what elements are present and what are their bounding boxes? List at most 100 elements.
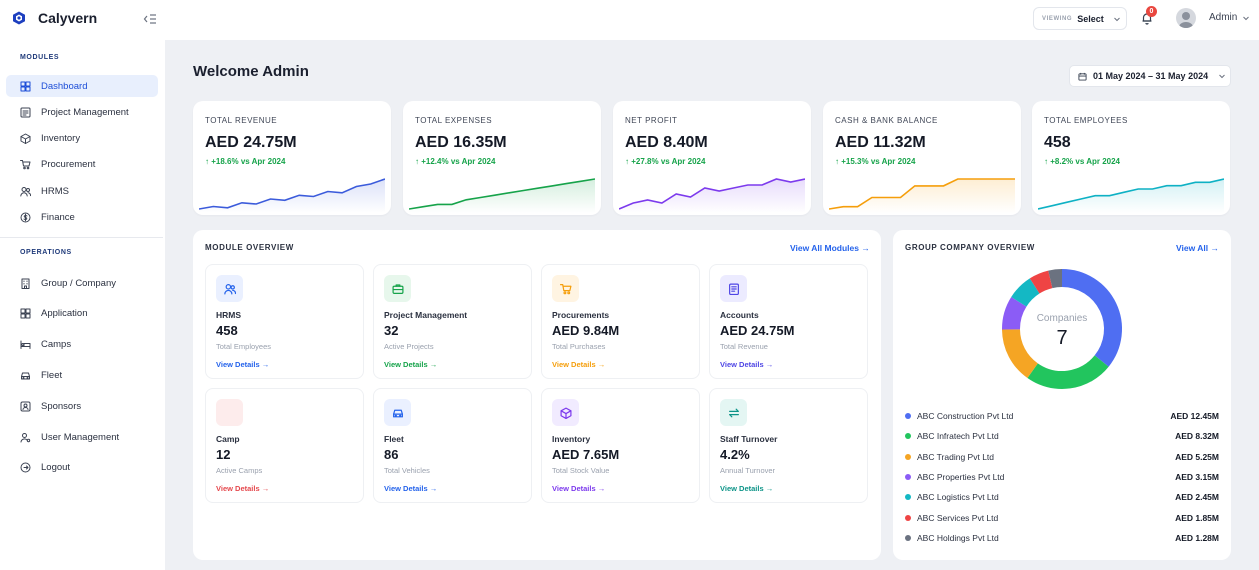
- kpi-value: AED 16.35M: [415, 134, 507, 151]
- kpi-delta-text: +12.4% vs Apr 2024: [421, 157, 496, 166]
- project-icon: [20, 107, 31, 118]
- module-icon-box: [552, 275, 579, 302]
- module-card-procurements[interactable]: Procurements AED 9.84M Total Purchases View…: [541, 264, 700, 379]
- sidebar-item-label: Fleet: [41, 369, 63, 381]
- view-details-link[interactable]: View Details →: [384, 360, 438, 369]
- module-card-inventory[interactable]: Inventory AED 7.65M Total Stock Value View …: [541, 388, 700, 503]
- module-card-hrms[interactable]: HRMS 458 Total Employees View Details →: [205, 264, 364, 379]
- sidebar-item-fleet[interactable]: Fleet: [6, 364, 158, 386]
- module-value: 12: [216, 447, 231, 462]
- sidebar-item-label: Logout: [41, 462, 71, 474]
- sidebar-item-label: User Management: [41, 431, 120, 443]
- sidebar: MODULES Dashboard Project Management Inven…: [0, 40, 165, 570]
- company-row[interactable]: ABC Properties Pvt Ltd AED 3.15M: [905, 470, 1219, 484]
- module-value: 458: [216, 323, 238, 338]
- view-details-link[interactable]: View Details →: [720, 484, 774, 493]
- sidebar-item-inventory[interactable]: Inventory: [6, 128, 158, 150]
- module-subtitle: Total Revenue: [720, 342, 768, 351]
- sidebar-item-sponsors[interactable]: Sponsors: [6, 395, 158, 417]
- donut-slice-6[interactable]: [1029, 270, 1053, 294]
- car-icon: [21, 372, 30, 380]
- user-menu-chevron-icon[interactable]: [1242, 14, 1250, 22]
- users-icon: [223, 283, 236, 295]
- logo-icon: [13, 11, 25, 25]
- module-icon-box: [552, 399, 579, 426]
- view-all-companies-link[interactable]: View All →: [1176, 243, 1219, 253]
- company-row[interactable]: ABC Trading Pvt Ltd AED 5.25M: [905, 450, 1219, 464]
- sparkline-area: [619, 179, 805, 213]
- ledger-icon: [728, 282, 739, 295]
- sidebar-item-camps[interactable]: Camps: [6, 334, 158, 356]
- box-icon: [20, 133, 31, 145]
- module-card-fleet[interactable]: Fleet 86 Total Vehicles View Details →: [373, 388, 532, 503]
- module-subtitle: Total Vehicles: [384, 466, 430, 475]
- view-all-modules-link[interactable]: View All Modules →: [790, 243, 870, 253]
- company-row[interactable]: ABC Infratech Pvt Ltd AED 8.32M: [905, 429, 1219, 443]
- sidebar-item-dashboard[interactable]: Dashboard: [6, 75, 158, 97]
- view-details-link[interactable]: View Details →: [216, 360, 270, 369]
- sidebar-item-label: Sponsors: [41, 400, 82, 412]
- date-range-text: 01 May 2024 – 31 May 2024: [1093, 71, 1209, 81]
- sidebar-item-project-management[interactable]: Project Management: [6, 101, 158, 123]
- donut-slice-7[interactable]: [1048, 269, 1063, 289]
- module-value: AED 9.84M: [552, 323, 620, 338]
- module-icon-box: [720, 275, 747, 302]
- module-subtitle: Annual Turnover: [720, 466, 776, 475]
- brand[interactable]: Calyvern: [12, 10, 97, 26]
- viewing-select[interactable]: VIEWING Select: [1033, 7, 1127, 30]
- swap-icon: [728, 408, 739, 417]
- building-icon: [21, 278, 30, 289]
- company-row[interactable]: ABC Holdings Pvt Ltd AED 1.28M: [905, 531, 1219, 545]
- sidebar-item-label: Application: [41, 308, 88, 320]
- modules-section-label: MODULES: [20, 54, 60, 61]
- donut-slice-4[interactable]: [1002, 297, 1027, 330]
- sidebar-item-group-company[interactable]: Group / Company: [6, 272, 158, 294]
- company-row[interactable]: ABC Construction Pvt Ltd AED 12.45M: [905, 409, 1219, 423]
- briefcase-icon: [391, 283, 404, 294]
- sidebar-item-procurement[interactable]: Procurement: [6, 154, 158, 176]
- legend-dot: [905, 453, 911, 460]
- module-card-accounts[interactable]: Accounts AED 24.75M Total Revenue View Deta…: [709, 264, 868, 379]
- view-details-link[interactable]: View Details →: [384, 484, 438, 493]
- module-subtitle: Active Camps: [216, 466, 263, 475]
- company-row[interactable]: ABC Logistics Pvt Ltd AED 2.45M: [905, 490, 1219, 504]
- sidebar-item-user-management[interactable]: User Management: [6, 426, 158, 448]
- module-value: AED 7.65M: [552, 447, 620, 462]
- donut-slice-2[interactable]: [1027, 355, 1109, 389]
- group-company-overview-title: GROUP COMPANY OVERVIEW: [905, 243, 1035, 252]
- donut-slice-3[interactable]: [1002, 328, 1039, 379]
- company-row[interactable]: ABC Services Pvt Ltd AED 1.85M: [905, 511, 1219, 525]
- donut-slice-5[interactable]: [1011, 278, 1040, 308]
- date-range-picker[interactable]: 01 May 2024 – 31 May 2024: [1069, 65, 1231, 87]
- donut-slice-1[interactable]: [1061, 269, 1122, 367]
- sidebar-item-finance[interactable]: Finance: [6, 207, 158, 229]
- sidebar-item-label: Procurement: [41, 159, 96, 171]
- sidebar-item-label: Finance: [41, 212, 75, 223]
- collapse-sidebar-icon[interactable]: [143, 12, 157, 26]
- sidebar-item-hrms[interactable]: HRMS: [6, 180, 158, 202]
- sparkline-line: [199, 178, 385, 210]
- kpi-delta-text: +27.8% vs Apr 2024: [631, 157, 706, 166]
- sidebar-item-application[interactable]: Application: [6, 303, 158, 325]
- module-card-camp[interactable]: Camp 12 Active Camps View Details →: [205, 388, 364, 503]
- module-name: Project Management: [384, 310, 468, 320]
- sidebar-item-logout[interactable]: Logout: [6, 457, 158, 479]
- view-details-link[interactable]: View Details →: [552, 360, 606, 369]
- module-icon-box: [384, 275, 411, 302]
- company-name: ABC Infratech Pvt Ltd: [917, 431, 999, 442]
- legend-dot: [905, 514, 911, 521]
- kpi-sparkline: [619, 178, 805, 213]
- module-card-staff-turnover[interactable]: Staff Turnover 4.2% Annual Turnover View De…: [709, 388, 868, 503]
- sidebar-divider: [0, 237, 163, 238]
- view-details-link[interactable]: View Details →: [552, 484, 606, 493]
- view-details-link[interactable]: View Details →: [216, 484, 270, 493]
- user-name[interactable]: Admin: [1209, 12, 1238, 23]
- box-icon: [559, 406, 572, 419]
- avatar[interactable]: [1176, 8, 1196, 28]
- company-value: AED 3.15M: [1175, 471, 1219, 482]
- company-value: AED 12.45M: [1170, 411, 1219, 421]
- view-details-link[interactable]: View Details →: [720, 360, 774, 369]
- sparkline-area: [409, 179, 595, 213]
- kpi-value: AED 11.32M: [835, 134, 926, 151]
- module-card-project-management[interactable]: Project Management 32 Active Projects View …: [373, 264, 532, 379]
